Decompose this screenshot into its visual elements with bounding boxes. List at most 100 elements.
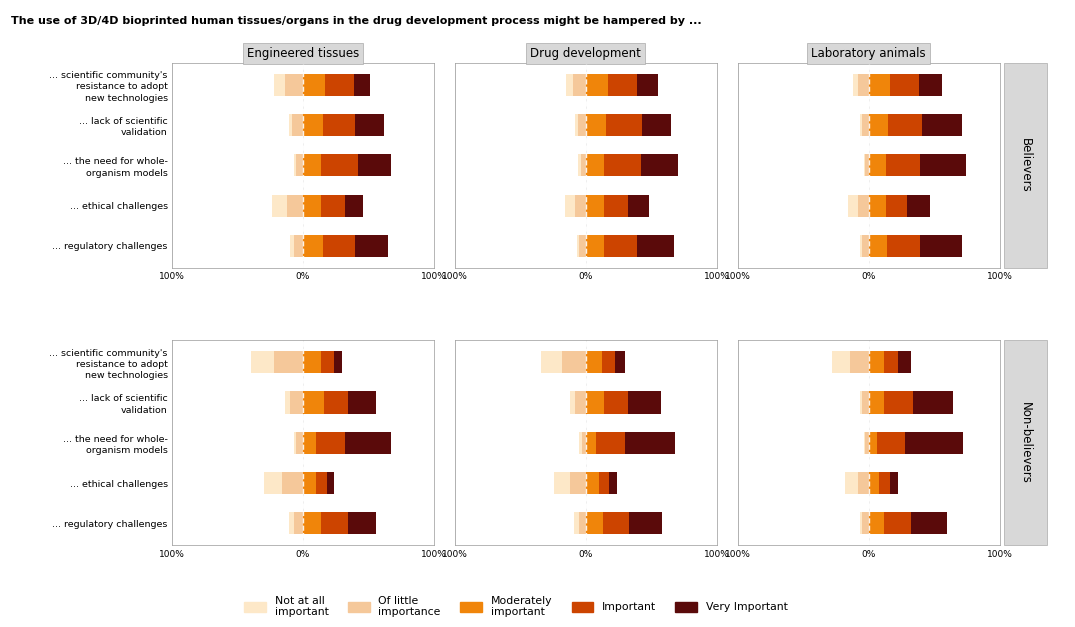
Bar: [586, 74, 608, 96]
Bar: [567, 74, 573, 96]
Bar: [303, 74, 326, 96]
Bar: [911, 512, 947, 534]
Bar: [886, 194, 906, 217]
Bar: [272, 194, 287, 217]
Bar: [597, 432, 626, 454]
Bar: [303, 472, 316, 494]
Bar: [285, 391, 290, 414]
Bar: [303, 235, 322, 257]
Bar: [292, 114, 303, 136]
Bar: [575, 114, 578, 136]
Bar: [860, 391, 862, 414]
Bar: [285, 74, 303, 96]
Bar: [905, 432, 963, 454]
Bar: [850, 351, 869, 373]
Bar: [885, 512, 911, 534]
Bar: [869, 351, 885, 373]
Bar: [303, 194, 321, 217]
Bar: [287, 194, 303, 217]
Bar: [876, 432, 905, 454]
Bar: [865, 154, 869, 176]
Bar: [573, 74, 586, 96]
Bar: [604, 154, 641, 176]
Bar: [586, 472, 599, 494]
Bar: [920, 154, 965, 176]
Bar: [562, 351, 586, 373]
Bar: [869, 512, 885, 534]
Bar: [869, 432, 876, 454]
Bar: [579, 235, 586, 257]
Bar: [887, 235, 920, 257]
Bar: [604, 194, 628, 217]
Bar: [586, 235, 604, 257]
Bar: [890, 74, 918, 96]
Bar: [542, 351, 562, 373]
Bar: [290, 391, 303, 414]
Bar: [297, 154, 303, 176]
Bar: [575, 391, 586, 414]
Bar: [865, 432, 869, 454]
Bar: [858, 74, 869, 96]
Bar: [322, 235, 356, 257]
Bar: [282, 472, 303, 494]
Bar: [869, 391, 885, 414]
Bar: [832, 351, 850, 373]
Bar: [274, 74, 285, 96]
Bar: [293, 432, 297, 454]
Bar: [321, 512, 347, 534]
Bar: [918, 74, 942, 96]
Bar: [890, 472, 898, 494]
Bar: [863, 432, 865, 454]
Bar: [303, 114, 322, 136]
Bar: [288, 114, 292, 136]
Bar: [354, 74, 370, 96]
Bar: [345, 194, 363, 217]
Bar: [347, 391, 376, 414]
Bar: [555, 472, 570, 494]
Bar: [576, 235, 579, 257]
Bar: [290, 235, 293, 257]
Bar: [586, 114, 605, 136]
Bar: [641, 154, 677, 176]
Bar: [321, 194, 345, 217]
Bar: [250, 351, 274, 373]
Bar: [578, 154, 580, 176]
Bar: [356, 235, 388, 257]
Bar: [885, 351, 898, 373]
Bar: [324, 391, 347, 414]
Bar: [860, 235, 862, 257]
Bar: [582, 432, 586, 454]
Bar: [605, 114, 642, 136]
Bar: [637, 74, 658, 96]
Bar: [869, 154, 886, 176]
Title: Drug development: Drug development: [530, 47, 642, 60]
Bar: [637, 235, 674, 257]
Bar: [263, 472, 282, 494]
Bar: [288, 512, 293, 534]
Bar: [642, 114, 671, 136]
Bar: [321, 154, 358, 176]
Bar: [848, 194, 858, 217]
Bar: [862, 114, 869, 136]
Bar: [586, 512, 603, 534]
Bar: [579, 432, 582, 454]
Bar: [303, 512, 321, 534]
Bar: [604, 235, 637, 257]
Bar: [358, 154, 390, 176]
Bar: [334, 351, 342, 373]
Bar: [297, 432, 303, 454]
Bar: [274, 351, 303, 373]
Bar: [303, 391, 324, 414]
Bar: [628, 194, 648, 217]
Text: Believers: Believers: [1019, 138, 1032, 192]
Bar: [869, 194, 886, 217]
Bar: [920, 235, 962, 257]
Bar: [316, 472, 327, 494]
Bar: [570, 391, 575, 414]
Bar: [602, 351, 615, 373]
Bar: [293, 512, 303, 534]
Bar: [347, 512, 376, 534]
Bar: [869, 472, 879, 494]
Bar: [575, 194, 586, 217]
Bar: [869, 74, 890, 96]
